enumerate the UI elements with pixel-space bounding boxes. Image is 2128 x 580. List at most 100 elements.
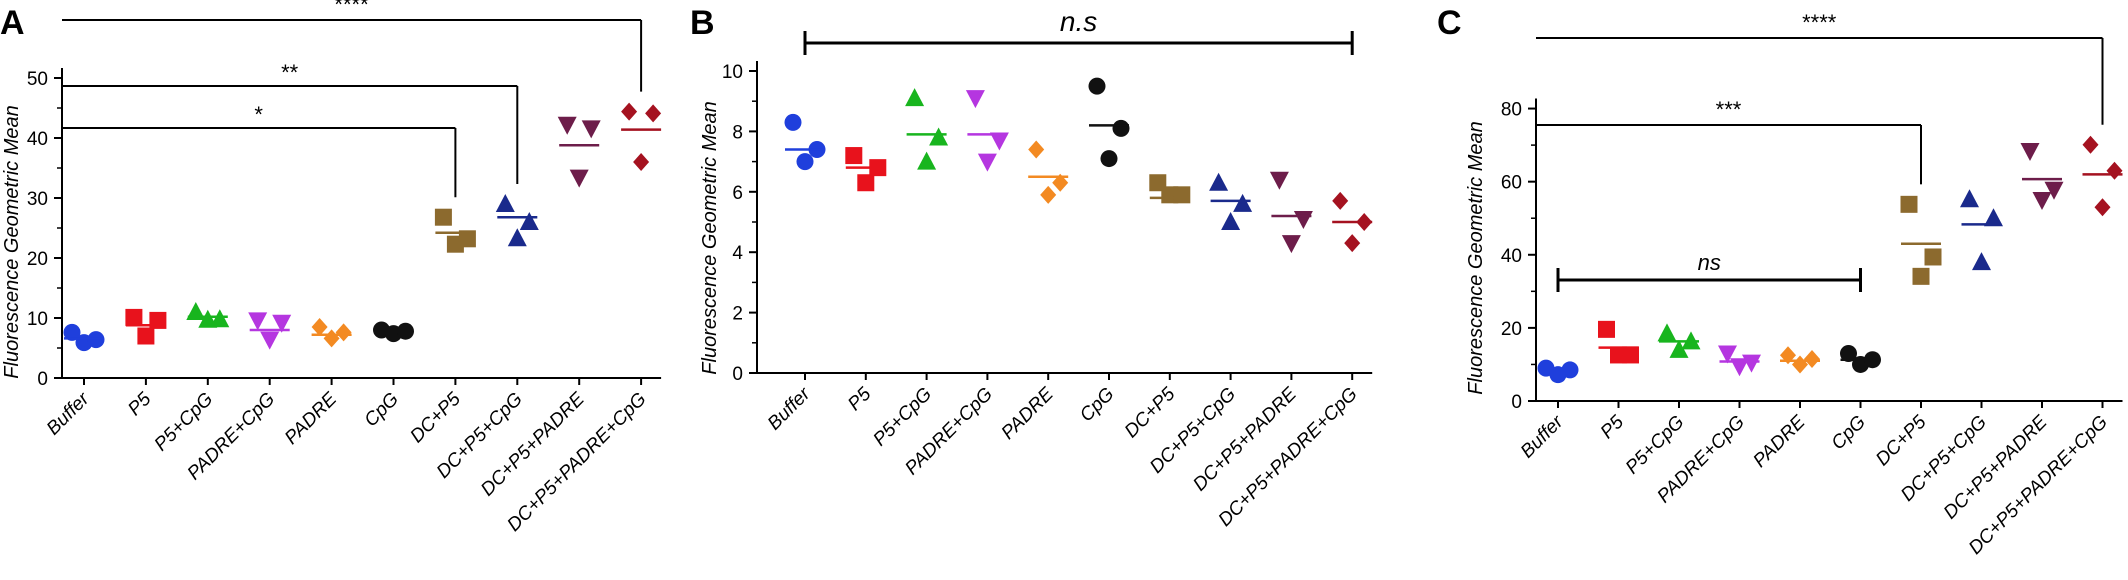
x-tick-label: CpG <box>1076 384 1118 426</box>
significance-label: * <box>254 102 263 127</box>
data-point <box>1281 235 1301 254</box>
y-tick-label: 20 <box>27 249 48 270</box>
y-tick-label: 0 <box>37 369 48 390</box>
y-tick-label: 2 <box>732 304 743 325</box>
data-point <box>557 116 577 135</box>
data-point <box>621 102 638 121</box>
data-point <box>857 174 875 192</box>
data-point <box>784 113 802 131</box>
data-point <box>1657 323 1677 342</box>
y-tick-label: 40 <box>27 129 48 150</box>
data-point <box>917 151 937 170</box>
y-axis-title-c: Fluorescence Geometric Mean <box>1465 121 1487 394</box>
x-tick-label: DC+P5 <box>1121 383 1180 442</box>
y-tick-label: 10 <box>722 62 743 83</box>
y-tick-label: 30 <box>27 189 48 210</box>
x-tick-label: P5 <box>844 383 876 415</box>
x-tick-label: PADRE <box>281 388 341 448</box>
data-point <box>1972 252 1991 271</box>
data-point <box>248 312 268 331</box>
y-tick-label: 80 <box>1501 100 1522 121</box>
data-point <box>2020 142 2040 161</box>
data-point <box>311 318 328 336</box>
data-point <box>1293 210 1313 229</box>
x-tick-label: P5 <box>1597 411 1629 443</box>
data-point <box>1088 77 1106 95</box>
data-point <box>1233 193 1253 212</box>
data-point <box>2106 161 2123 180</box>
data-point <box>1840 344 1857 362</box>
data-point <box>1269 171 1289 190</box>
data-point <box>458 230 476 248</box>
significance-label: *** <box>1716 97 1742 122</box>
data-point <box>507 228 527 247</box>
x-tick-label: DC+P5+PADRE <box>1940 411 2052 523</box>
data-point <box>1960 189 1979 208</box>
data-point <box>63 323 81 341</box>
y-tick-label: 6 <box>732 183 743 204</box>
data-point <box>1900 195 1918 213</box>
data-point <box>125 308 143 326</box>
y-tick-label: 60 <box>1501 173 1522 194</box>
data-point <box>1622 346 1639 364</box>
data-point <box>905 88 925 107</box>
panel-b: B Fluorescence Geometric Mean 0 2 4 6 8 10 Buf… <box>690 4 1373 531</box>
x-tick-label: P5 <box>124 388 156 420</box>
data-point <box>1028 140 1045 159</box>
y-tick-label: 10 <box>27 309 48 330</box>
significance-label: **** <box>334 0 369 17</box>
data-point <box>581 120 601 139</box>
x-tick-label: DC+P5+PADRE <box>1189 383 1301 495</box>
panel-c: C Fluorescence Geometric Mean 0 20 40 60 80 B… <box>1437 4 2123 559</box>
x-tick-label: Buffer <box>1517 411 1568 462</box>
data-point <box>1718 345 1737 364</box>
data-point <box>1221 212 1241 230</box>
data-point <box>1112 119 1130 137</box>
data-point <box>2094 198 2111 217</box>
data-point <box>1173 186 1191 204</box>
panel-label-a: A <box>0 4 25 42</box>
y-tick-label: 50 <box>27 69 48 90</box>
panel-a: A Fluorescence Geometric Mean 0 10 20 30 40 5… <box>0 0 662 536</box>
data-point <box>1984 208 2003 227</box>
y-tick-label: 0 <box>732 364 743 385</box>
data-point <box>1332 191 1349 210</box>
x-tick-label: DC+P5 <box>406 388 465 447</box>
data-point <box>1344 234 1361 253</box>
data-point <box>569 169 589 188</box>
significance-label: ns <box>1698 250 1721 275</box>
data-point <box>1598 320 1615 338</box>
data-point <box>1669 339 1689 358</box>
y-axis-title-b: Fluorescence Geometric Mean <box>699 101 721 374</box>
data-point <box>272 314 292 333</box>
data-point <box>335 323 352 342</box>
panel-label-b: B <box>690 4 715 42</box>
data-point <box>2044 181 2064 200</box>
x-tick-label: PADRE <box>998 383 1058 443</box>
data-point <box>645 104 662 123</box>
data-point <box>1924 248 1942 266</box>
data-point <box>1040 185 1057 204</box>
data-point <box>1742 354 1761 373</box>
data-point <box>434 208 452 226</box>
data-point <box>1804 349 1820 368</box>
y-tick-label: 4 <box>732 243 743 264</box>
data-point <box>519 212 539 230</box>
panel-label-c: C <box>1437 4 1462 42</box>
data-point <box>977 153 997 172</box>
data-point <box>929 127 949 146</box>
data-point <box>260 331 280 350</box>
data-point <box>1209 172 1229 191</box>
y-tick-label: 40 <box>1501 246 1522 267</box>
y-tick-label: 8 <box>732 122 743 143</box>
data-point <box>965 90 985 109</box>
x-tick-label: DC+P5+PADRE <box>477 388 589 500</box>
x-tick-label: CpG <box>1828 412 1870 454</box>
data-point <box>989 132 1009 151</box>
data-point <box>210 309 230 328</box>
x-tick-label: PADRE <box>1749 411 1809 471</box>
data-point <box>2032 191 2052 210</box>
y-tick-label: 20 <box>1501 319 1522 340</box>
data-point <box>845 147 863 165</box>
